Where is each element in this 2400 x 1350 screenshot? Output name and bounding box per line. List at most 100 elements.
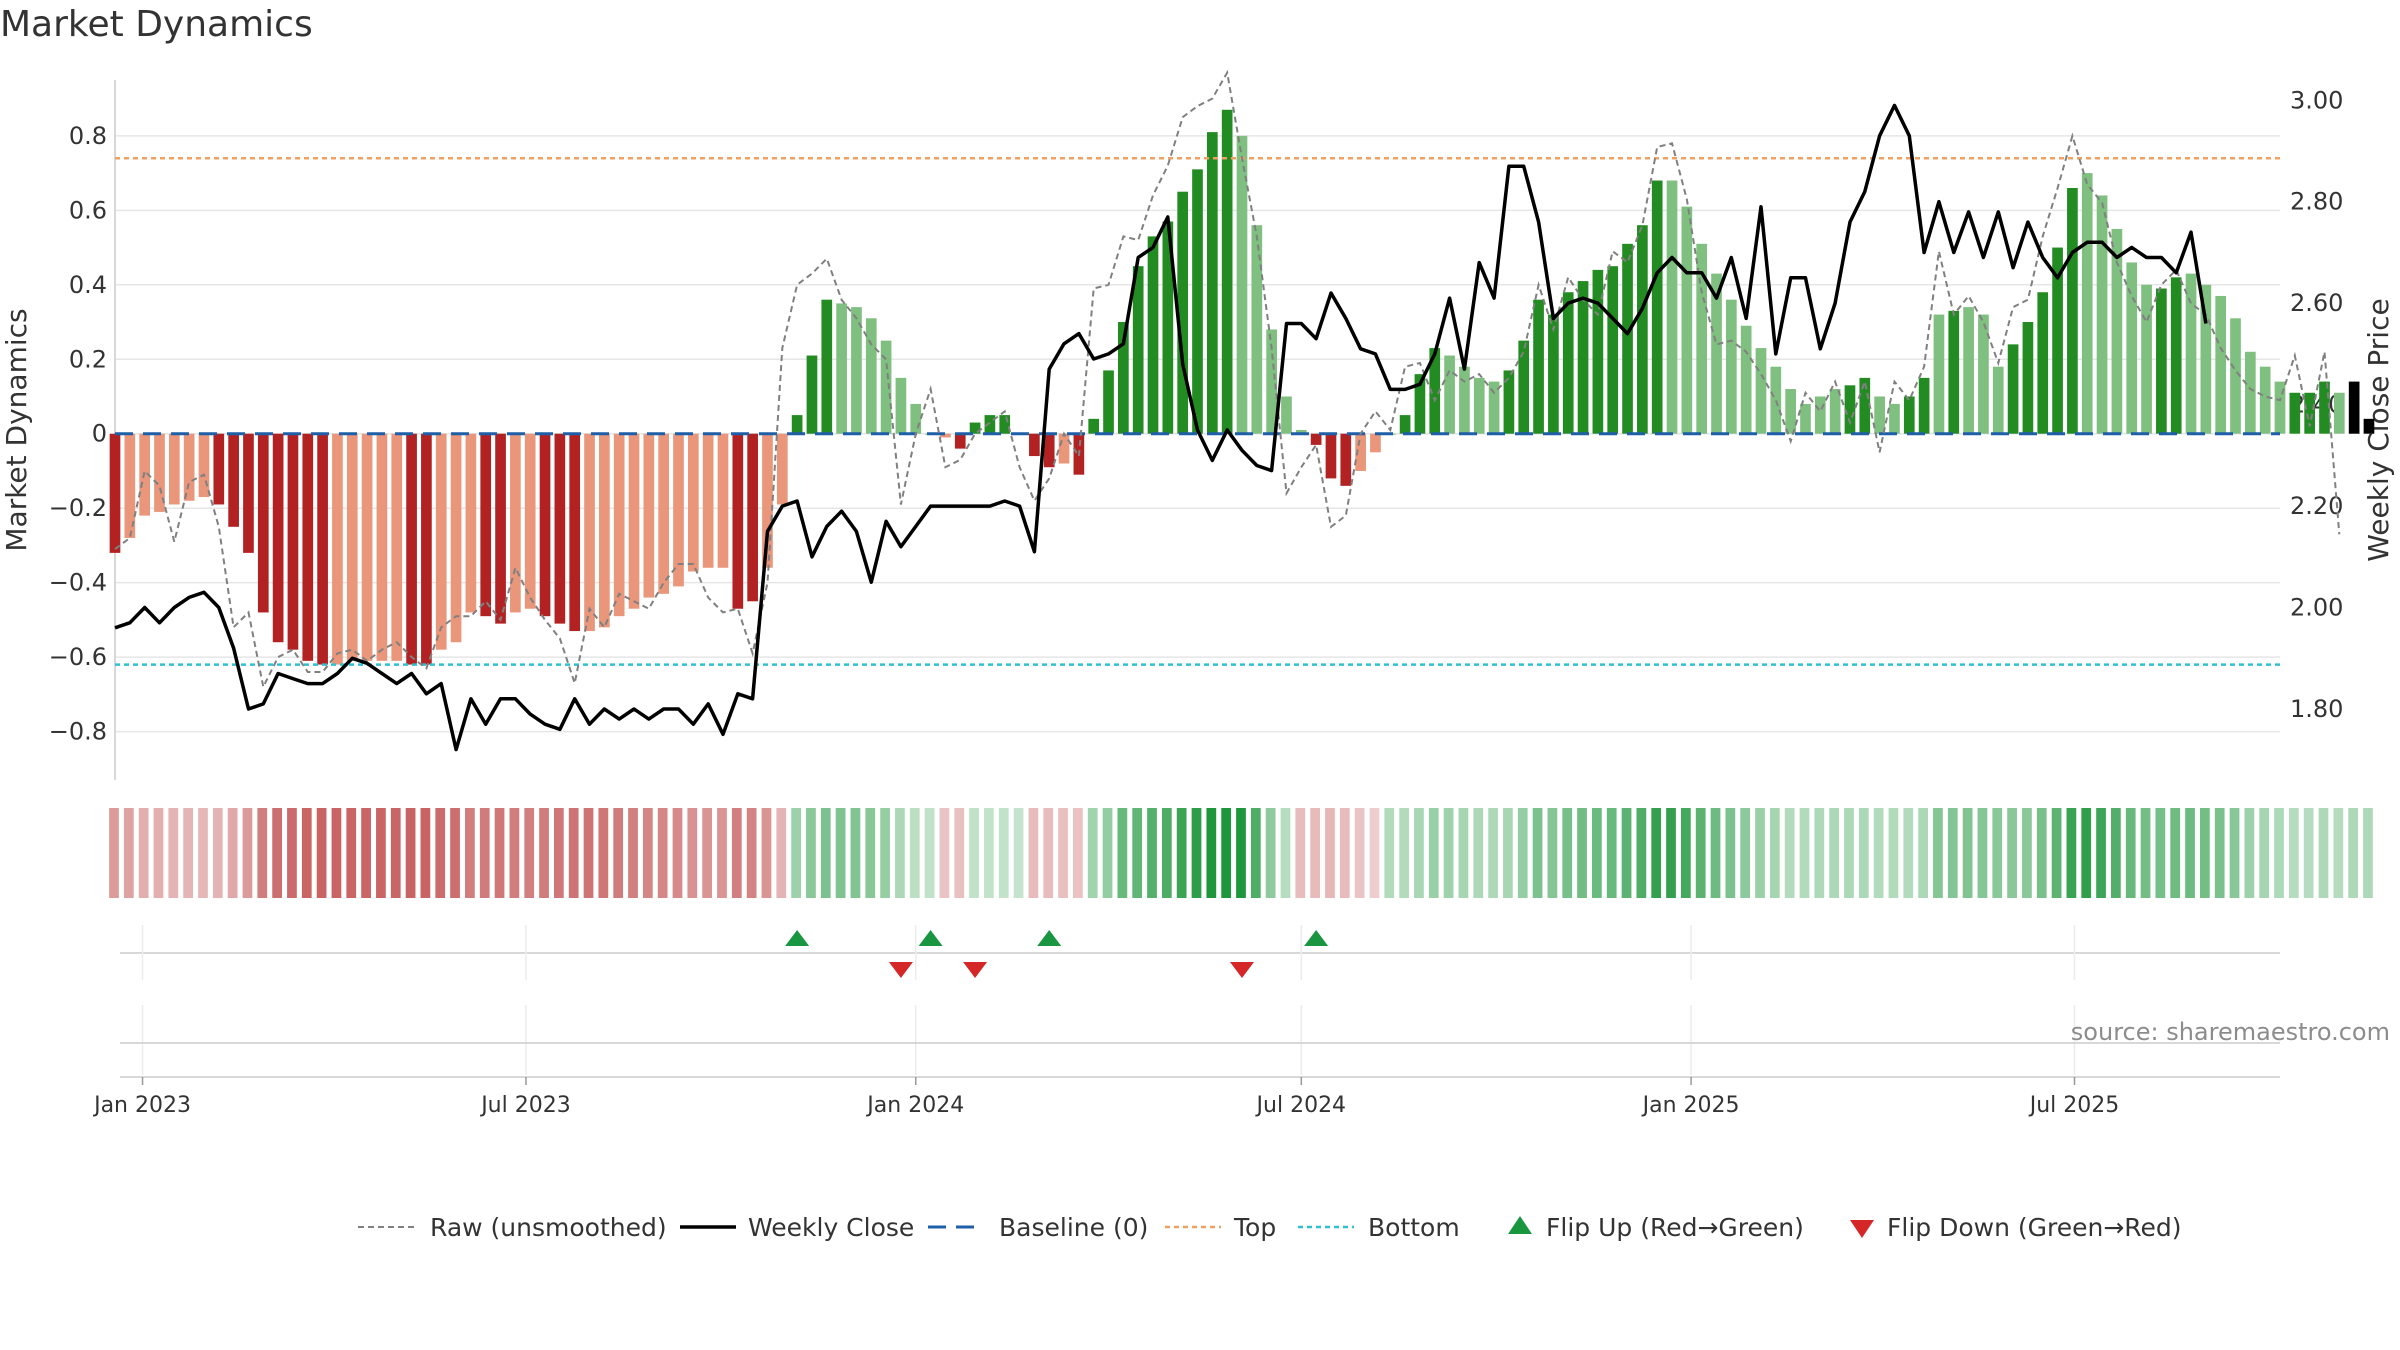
dynamics-bar <box>1666 180 1678 434</box>
heat-strip-cell <box>2185 808 2195 898</box>
dynamics-bar <box>1295 430 1307 434</box>
dynamics-bar <box>1622 243 1633 434</box>
heat-strip-cell <box>731 808 742 898</box>
left-tick-label: −0.2 <box>49 494 107 522</box>
dynamics-bar <box>1755 348 1767 434</box>
heat-strip-cell <box>1087 808 1098 898</box>
heat-strip-cell <box>1947 808 1958 898</box>
heat-strip-cell <box>1769 808 1780 898</box>
heat-strip-cell <box>212 808 223 898</box>
dynamics-bar <box>228 433 239 527</box>
dynamics-bar <box>2319 381 2330 434</box>
dynamics-bar <box>643 433 655 598</box>
heat-strip-cell <box>1043 808 1054 898</box>
heat-strip-cell <box>361 808 371 898</box>
dynamics-bar <box>1221 109 1233 434</box>
dynamics-bar <box>747 433 758 602</box>
heat-strip-cell <box>1918 808 1928 898</box>
heat-strip-cell <box>1517 808 1528 898</box>
heat-strip-cell <box>2288 808 2299 898</box>
legend-label: Weekly Close <box>748 1213 914 1242</box>
dynamics-bar <box>421 433 432 665</box>
heat-strip-cell <box>687 808 698 898</box>
dynamics-bar <box>1281 396 1292 434</box>
dynamics-bar <box>450 433 462 643</box>
heat-strip-cell <box>2022 808 2032 898</box>
dynamics-bar <box>1132 266 1144 434</box>
dynamics-bar <box>1548 314 1559 434</box>
right-tick-label: 2.00 <box>2290 594 2343 622</box>
heat-strip-cell <box>390 808 401 898</box>
dynamics-bar <box>2081 173 2093 434</box>
left-tick-label: 0.6 <box>69 196 107 224</box>
heat-strip-cell <box>1221 808 1232 898</box>
dynamics-bar <box>346 433 358 661</box>
heat-strip-cell <box>479 808 490 898</box>
heat-strip-cell <box>2259 808 2270 898</box>
heat-strip-cell <box>806 808 816 898</box>
heat-strip-cell <box>2214 808 2225 898</box>
dynamics-bar <box>2141 284 2152 434</box>
dynamics-bar <box>1310 433 1322 445</box>
dynamics-bar <box>658 433 670 594</box>
dynamics-bar <box>1370 433 1381 453</box>
heat-strip-cell <box>909 808 920 898</box>
dynamics-bar <box>1785 389 1796 434</box>
dynamics-bar <box>1903 396 1915 434</box>
heat-strip-cell <box>1651 808 1662 898</box>
right-tick-label: 2.20 <box>2290 492 2343 520</box>
heat-strip-cell <box>613 808 624 898</box>
dynamics-bar <box>791 415 803 434</box>
heat-strip-cell <box>1132 808 1143 898</box>
heat-strip-cell <box>1695 808 1706 898</box>
dynamics-bar <box>1266 329 1277 434</box>
heat-strip-cell <box>1829 808 1840 898</box>
left-tick-label: −0.4 <box>49 569 107 597</box>
dynamics-bar <box>1192 169 1203 434</box>
dynamics-bar <box>954 433 966 449</box>
heat-strip-cell <box>2229 808 2240 898</box>
dynamics-bar <box>1992 366 2004 434</box>
heat-strip-cell <box>2036 808 2047 898</box>
dynamics-bar <box>391 433 403 661</box>
x-tick-label: Jan 2024 <box>865 1093 964 1118</box>
dynamics-bar <box>2185 273 2197 434</box>
flip-up-marker <box>1304 930 1329 946</box>
heat-strip-cell <box>198 808 208 898</box>
dynamics-bar <box>1829 389 1841 434</box>
heat-strip-cell <box>1072 808 1083 898</box>
heat-strip-cell <box>1799 808 1810 898</box>
dynamics-bar <box>2156 288 2167 434</box>
source-credit: source: sharemaestro.com <box>2070 1018 2390 1046</box>
heat-strip-cell <box>628 808 638 898</box>
dynamics-bar <box>243 433 254 553</box>
heat-strip-cell <box>1250 808 1261 898</box>
dynamics-bar <box>2007 344 2019 434</box>
heat-strip-cell <box>272 808 282 898</box>
dynamics-bar <box>2170 277 2182 434</box>
heat-strip-cell <box>1206 808 1217 898</box>
heat-strip-cell <box>420 808 431 898</box>
heat-strip-cell <box>1176 808 1187 898</box>
heat-strip-cell <box>539 808 549 898</box>
dynamics-bar <box>1933 314 1945 434</box>
dynamics-bar <box>1088 418 1100 434</box>
heat-strip-cell <box>376 808 386 898</box>
dynamics-bar <box>2111 228 2123 434</box>
heat-strip-cell <box>405 808 416 898</box>
heat-strip-cell <box>1236 808 1246 898</box>
left-tick-label: −0.8 <box>49 718 107 746</box>
dynamics-bar <box>613 433 625 617</box>
dynamics-bar <box>1414 374 1426 434</box>
heat-strip-cell <box>2111 808 2121 898</box>
heat-strip-cell <box>1354 808 1365 898</box>
dynamics-bar <box>762 433 773 568</box>
heat-strip-cell <box>2051 808 2062 898</box>
dynamics-bar <box>524 433 536 609</box>
heat-strip-cell <box>865 808 876 898</box>
heat-strip-cell <box>1903 808 1914 898</box>
dynamics-bar <box>183 433 195 501</box>
heat-strip-cell <box>1858 808 1869 898</box>
dynamics-bar <box>836 303 847 434</box>
dynamics-bar <box>1889 403 1900 434</box>
